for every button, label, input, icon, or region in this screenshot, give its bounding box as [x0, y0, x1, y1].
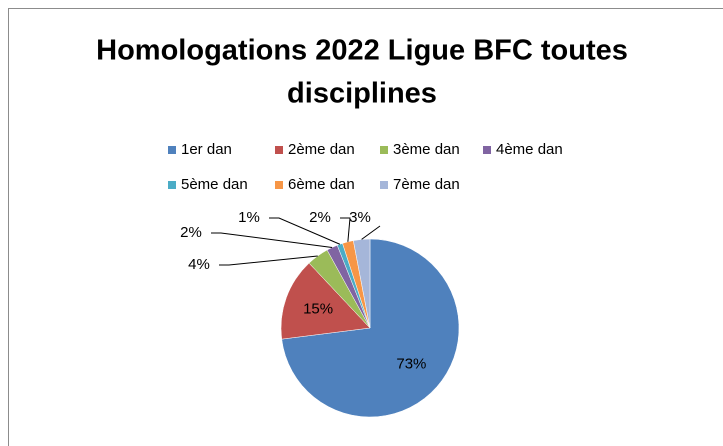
data-label: 3% [349, 209, 371, 226]
data-label: 2% [309, 209, 331, 226]
legend-label: 3ème dan [393, 141, 460, 158]
leader-line [361, 225, 381, 240]
legend-swatch [168, 181, 176, 189]
legend-swatch [275, 146, 283, 154]
legend-swatch [483, 146, 491, 154]
legend-label: 1er dan [181, 141, 232, 158]
pie-slice [280, 262, 371, 340]
data-label: 15% [303, 300, 333, 317]
chart-title-line-2: disciplines [287, 78, 437, 110]
data-label: 73% [396, 355, 426, 372]
legend-label: 6ème dan [288, 176, 355, 193]
legend-swatch [275, 181, 283, 189]
legend-label: 4ème dan [496, 141, 563, 158]
leader-line [269, 217, 341, 245]
chart-title-line-1: Homologations 2022 Ligue BFC toutes [96, 35, 628, 67]
legend-swatch [380, 181, 388, 189]
legend-label: 5ème dan [181, 176, 248, 193]
legend-label: 7ème dan [393, 176, 460, 193]
legend-swatch [168, 146, 176, 154]
legend-swatch [380, 146, 388, 154]
data-label: 2% [180, 224, 202, 241]
pie-slice [281, 238, 460, 418]
leader-line [211, 232, 333, 248]
legend-label: 2ème dan [288, 141, 355, 158]
data-label: 4% [188, 256, 210, 273]
leader-line [219, 255, 318, 266]
leader-line [340, 217, 351, 242]
data-label: 1% [238, 209, 260, 226]
